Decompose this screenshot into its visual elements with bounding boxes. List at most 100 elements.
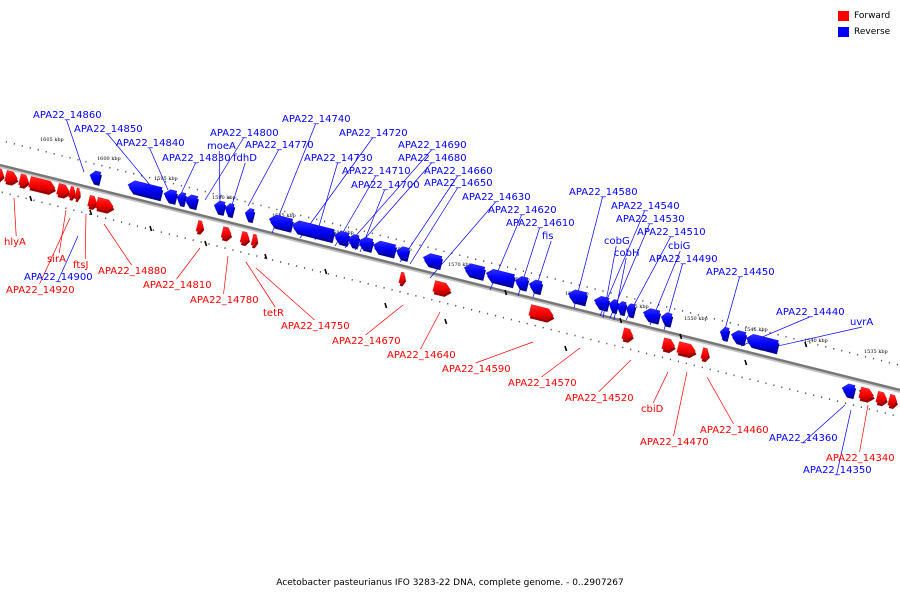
reverse-gene[interactable] xyxy=(593,296,610,310)
reverse-gene-label: APA22_14450 xyxy=(706,267,775,278)
reverse-gene[interactable] xyxy=(625,303,636,316)
forward-leader-line xyxy=(673,371,688,437)
forward-gene[interactable] xyxy=(239,231,250,244)
reverse-gene[interactable] xyxy=(176,192,187,205)
strand-tick xyxy=(149,225,153,232)
reverse-gene[interactable] xyxy=(730,330,747,344)
forward-gene[interactable] xyxy=(528,304,554,320)
forward-gene-label: APA22_14520 xyxy=(565,393,634,404)
reverse-leader-line xyxy=(149,147,169,191)
reverse-gene-label: APA22_14610 xyxy=(506,218,575,229)
forward-gene[interactable] xyxy=(398,271,406,284)
forward-gene[interactable] xyxy=(676,341,696,356)
forward-gene[interactable] xyxy=(28,176,56,193)
forward-gene[interactable] xyxy=(220,226,232,239)
reverse-gene[interactable] xyxy=(395,246,410,260)
reverse-gene[interactable] xyxy=(745,334,779,352)
reverse-gene[interactable] xyxy=(514,276,529,289)
reverse-gene-label: APA22_14900 xyxy=(24,272,93,283)
reverse-gene-label: moeA xyxy=(207,141,236,152)
reverse-gene-label: uvrA xyxy=(850,317,873,328)
reverse-leader-line xyxy=(271,123,316,234)
reverse-gene[interactable] xyxy=(224,203,235,216)
reverse-gene[interactable] xyxy=(616,301,627,314)
forward-gene[interactable] xyxy=(4,170,18,183)
reverse-gene[interactable] xyxy=(333,231,350,245)
reverse-gene[interactable] xyxy=(660,312,673,325)
map-caption: Acetobacter pasteurianus IFO 3283-22 DNA… xyxy=(276,578,624,588)
strand-tick xyxy=(384,302,388,309)
forward-gene[interactable] xyxy=(195,220,204,233)
forward-gene-label: APA22_14640 xyxy=(387,350,456,361)
reverse-gene[interactable] xyxy=(719,326,730,340)
reverse-gene[interactable] xyxy=(184,194,199,208)
forward-leader-line xyxy=(245,261,276,308)
reverse-gene-label: APA22_14440 xyxy=(776,307,845,318)
strand-tick xyxy=(619,317,623,324)
reverse-gene[interactable] xyxy=(841,383,856,397)
reverse-gene[interactable] xyxy=(291,220,335,241)
reverse-gene[interactable] xyxy=(463,263,486,279)
forward-gene-label: APA22_14810 xyxy=(143,280,212,291)
strand-tick xyxy=(324,268,328,275)
reverse-gene-label: APA22_14860 xyxy=(33,110,102,121)
reverse-gene[interactable] xyxy=(163,189,178,203)
forward-leader-line xyxy=(223,255,229,295)
forward-gene[interactable] xyxy=(875,391,888,404)
forward-gene[interactable] xyxy=(250,233,258,246)
reverse-leader-line xyxy=(107,133,151,186)
forward-gene-label: hlyA xyxy=(4,237,26,248)
reverse-gene[interactable] xyxy=(528,279,543,293)
reverse-gene[interactable] xyxy=(567,289,588,304)
forward-gene[interactable] xyxy=(661,337,676,351)
forward-leader-line xyxy=(39,217,71,285)
forward-gene-label: APA22_14670 xyxy=(332,336,401,347)
reverse-leader-line xyxy=(179,162,196,197)
forward-gene[interactable] xyxy=(858,386,874,400)
scale-tick-label: 1545 kbp xyxy=(744,327,768,333)
reverse-gene[interactable] xyxy=(244,208,255,221)
reverse-leader-line xyxy=(231,162,246,206)
forward-gene[interactable] xyxy=(87,195,97,208)
reverse-gene[interactable] xyxy=(372,240,397,256)
legend-item-reverse: Reverse xyxy=(838,25,890,38)
reverse-gene[interactable] xyxy=(642,308,661,322)
forward-gene[interactable] xyxy=(18,173,29,186)
forward-gene[interactable] xyxy=(95,197,114,211)
forward-gene[interactable] xyxy=(0,168,4,180)
scale-tick-label: 1585 kbp xyxy=(272,213,296,219)
reverse-leader-line xyxy=(836,409,852,476)
reverse-gene[interactable] xyxy=(268,214,294,231)
reverse-gene[interactable] xyxy=(89,170,102,184)
reverse-gene[interactable] xyxy=(357,237,374,251)
forward-gene[interactable] xyxy=(74,187,80,200)
reverse-gene[interactable] xyxy=(485,269,515,286)
reverse-gene-label: APA22_14650 xyxy=(424,178,493,189)
reverse-leader-line xyxy=(573,196,603,309)
reverse-leader-line xyxy=(66,119,85,173)
reverse-gene[interactable] xyxy=(422,253,443,268)
forward-gene[interactable] xyxy=(56,183,70,196)
reverse-gene[interactable] xyxy=(608,299,619,312)
scale-tick-label: 1550 kbp xyxy=(684,316,708,322)
scale-tick-label: 1600 kbp xyxy=(97,156,121,162)
reverse-gene[interactable] xyxy=(347,234,360,247)
forward-gene-label: APA22_14460 xyxy=(700,425,769,436)
forward-gene[interactable] xyxy=(68,186,75,198)
forward-gene[interactable] xyxy=(621,327,634,341)
reverse-gene-label: APA22_14350 xyxy=(803,465,872,476)
forward-gene[interactable] xyxy=(887,394,898,407)
reverse-gene[interactable] xyxy=(127,180,163,199)
forward-gene[interactable] xyxy=(700,347,710,360)
forward-gene-label: cbiD xyxy=(641,404,664,415)
genome-backbone xyxy=(0,163,900,392)
strand-tick xyxy=(564,345,568,352)
reverse-leader-line xyxy=(57,235,79,283)
forward-gene[interactable] xyxy=(432,280,451,295)
reverse-gene-label: fdhD xyxy=(233,153,257,164)
scale-tick-label: 1595 kbp xyxy=(154,176,178,182)
reverse-gene-label: APA22_14620 xyxy=(488,205,557,216)
strand-tick xyxy=(804,341,808,348)
reverse-gene[interactable] xyxy=(213,200,226,214)
